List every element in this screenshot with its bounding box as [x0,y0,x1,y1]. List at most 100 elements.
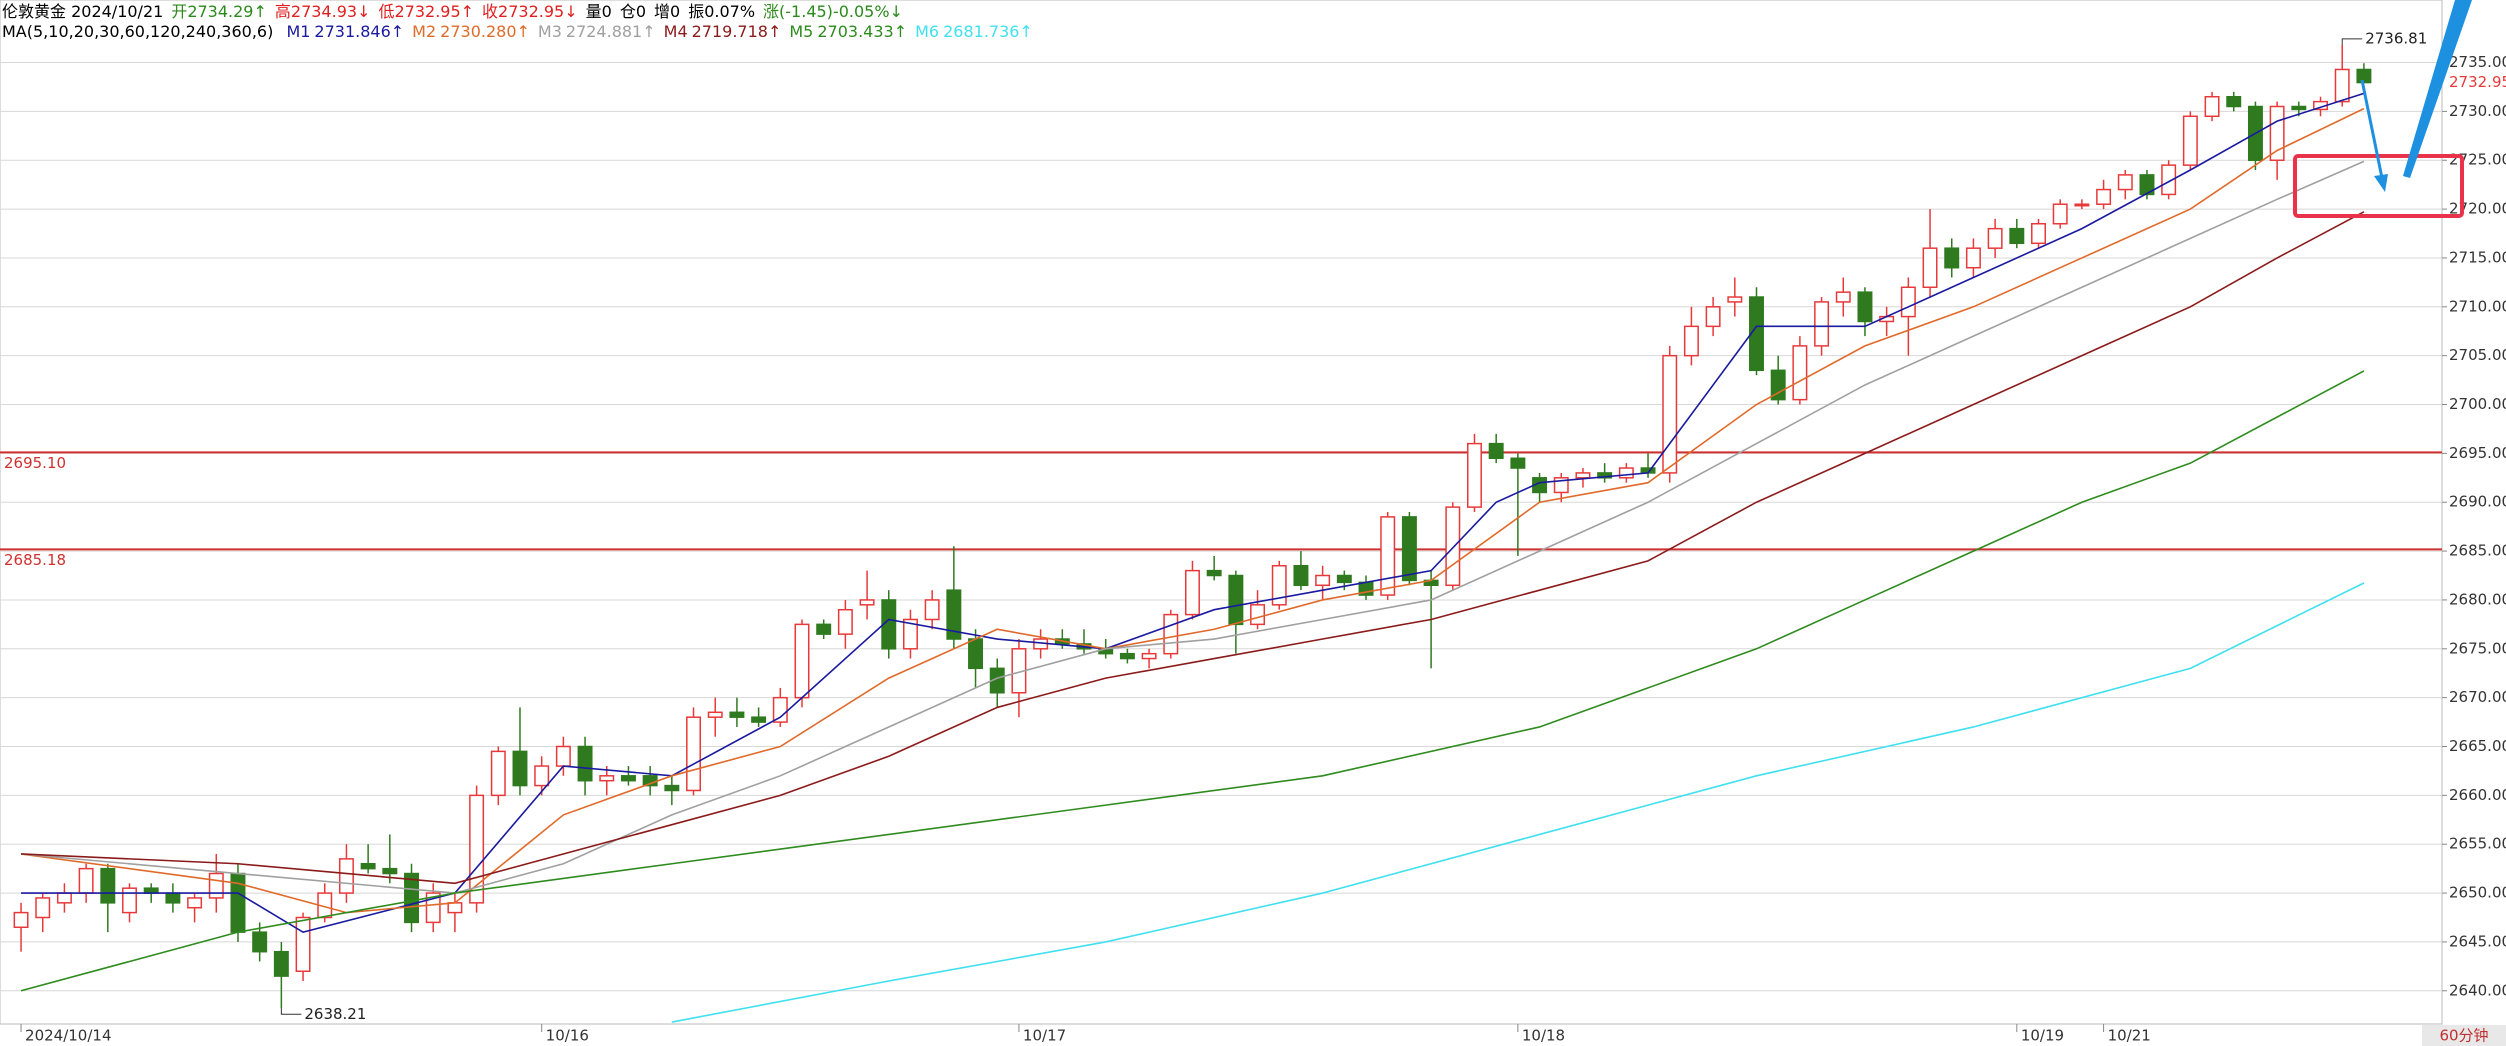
header-item: 量0 [585,2,612,21]
candle-body [382,867,398,875]
candle-body [165,892,181,904]
candle-body [2096,188,2112,205]
candle-body [1835,291,1851,303]
candle-body [837,608,853,635]
header-item: 仓0 [619,2,646,21]
candle-body [1857,291,1873,323]
candle-body [1228,574,1244,626]
y-tick-label: 2690.00 [2449,493,2506,511]
candle-body [187,897,203,909]
candle-body [1336,574,1352,584]
period-label: 60分钟 [2439,1027,2488,1045]
legend-value: 2703.433↑ [817,22,908,41]
candle-body [1900,286,1916,318]
candle-body [1944,247,1960,269]
ma-line [20,160,2365,894]
period-box [2422,1025,2506,1046]
y-tick-label: 2665.00 [2449,737,2506,755]
y-tick-label: 2725.00 [2449,151,2506,169]
candle-body [2291,105,2307,111]
candle-body [2356,68,2372,84]
y-tick-label: 2670.00 [2449,688,2506,706]
candle-body [1965,247,1981,269]
header-item: 低2732.95↑ [378,2,475,21]
candle-body [534,765,550,787]
candle-body [13,911,29,929]
x-tick-label: 10/17 [1023,1027,1066,1045]
ma-legend: MA(5,10,20,30,60,120,240,360,6) M1 2731.8… [2,22,1041,42]
candle-body [1141,652,1157,660]
candle-body [794,623,810,699]
y-tick-label: 2695.00 [2449,444,2506,462]
y-tick-label: 2650.00 [2449,884,2506,902]
candle-body [620,775,636,782]
candle-body [1250,604,1266,626]
candle-body [686,716,702,792]
candle-body [252,931,268,953]
candle-body [2009,227,2025,245]
ma-line [20,370,2365,992]
candle-body [1184,569,1200,616]
candle-body [2117,174,2133,191]
candle-body [1206,569,1222,577]
candle-body [1770,369,1786,401]
candle-body [772,696,788,723]
ma-line [671,582,2365,1023]
y-tick-label: 2675.00 [2449,639,2506,657]
legend-name: M4 [663,22,688,41]
y-tick-label: 2715.00 [2449,248,2506,266]
candle-body [707,711,723,718]
legend-value: 2730.280↑ [440,22,530,41]
marker-leader [280,1008,302,1015]
legend-value: 2731.846↑ [314,22,405,41]
y-tick-label: 2645.00 [2449,932,2506,950]
legend-name: M2 [412,22,437,41]
candle-body [2139,174,2155,196]
candle-body [881,599,897,650]
ma-line [21,211,2365,885]
candle-body [1683,325,1699,357]
marker-label: 2736.81 [2365,29,2427,47]
candle-body [1575,472,1591,479]
candle-body [1727,296,1743,303]
marker-label: 2638.21 [304,1005,366,1023]
candle-body [664,784,680,792]
candle-body [1510,457,1526,469]
candle-body [1488,442,1504,460]
y-tick-label: 2700.00 [2449,395,2506,413]
candle-body [1445,506,1461,587]
legend-value: 2719.718↑ [691,22,782,41]
x-tick-label: 10/18 [1522,1027,1565,1045]
candle-body [577,745,593,782]
header-item: 增0 [654,2,681,21]
y-tick-label: 2660.00 [2449,786,2506,804]
candle-body [2334,68,2350,103]
ma-line [20,107,2365,914]
y-tick-label: 2730.00 [2449,102,2506,120]
candle-body [1749,296,1764,372]
candle-body [208,872,224,899]
candle-body [2204,95,2220,118]
candle-body [2269,105,2285,161]
candle-body [1922,247,1938,289]
candle-body [902,618,918,650]
candle-body [2031,223,2046,245]
candle-body [1293,564,1309,587]
candle-body [2074,203,2090,207]
candle-body [100,867,116,904]
x-tick-label: 2024/10/14 [25,1027,111,1045]
candle-body [968,638,984,670]
legend-value: 2724.881↑ [565,22,656,41]
candle-body [1705,306,1721,328]
header-item: 收2732.95↓ [482,2,578,21]
legend-name: M3 [537,22,562,41]
candle-body [78,867,94,894]
candle-body [512,750,528,787]
candle-body [1467,442,1482,508]
candle-body [338,858,354,894]
y-tick-label: 2685.00 [2449,542,2506,560]
arrow [2360,79,2384,179]
candle-body [2052,203,2068,225]
last-price-label: 2732.95 [2449,73,2506,91]
